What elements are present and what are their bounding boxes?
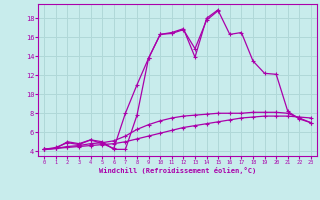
X-axis label: Windchill (Refroidissement éolien,°C): Windchill (Refroidissement éolien,°C)	[99, 167, 256, 174]
